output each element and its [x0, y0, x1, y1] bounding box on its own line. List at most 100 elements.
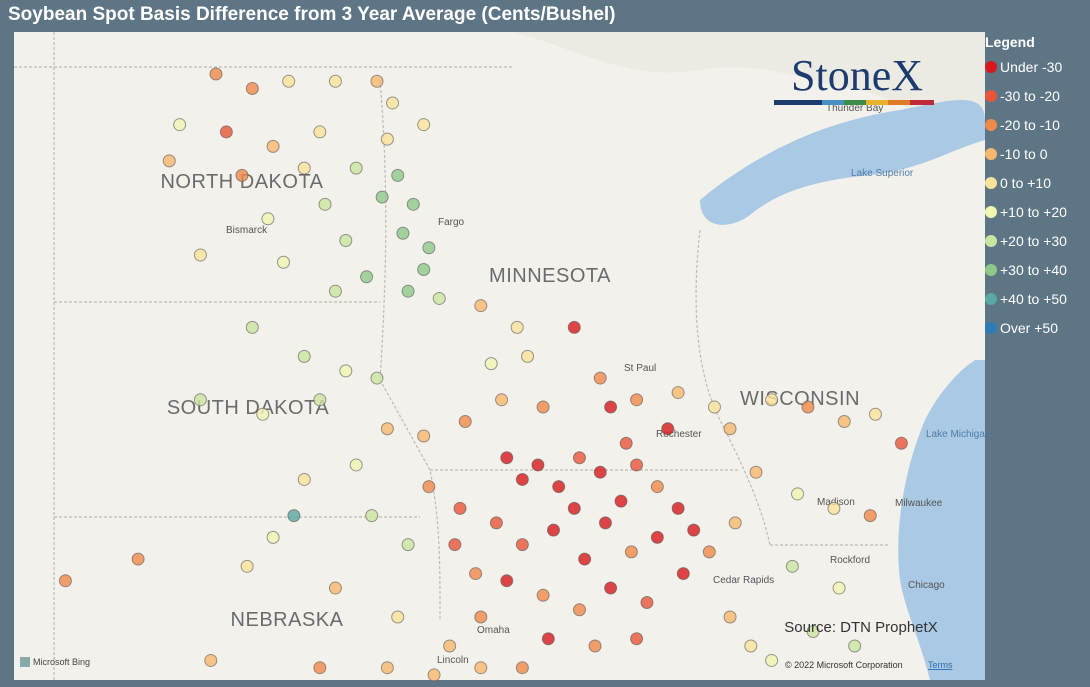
point: [318, 197, 332, 211]
point: [630, 458, 644, 472]
point: [396, 226, 410, 240]
point: [521, 349, 535, 363]
point: [313, 661, 327, 675]
legend: Under -30 -30 to -20 -20 to -10 -10 to 0 0 t…: [985, 59, 1067, 336]
point: [297, 349, 311, 363]
legend-marker: [985, 322, 997, 334]
point: [287, 509, 301, 523]
map: NORTH DAKOTA MINNESOTA SOUTH DAKOTA WISC…: [14, 32, 990, 682]
point: [837, 415, 851, 429]
point: [640, 596, 654, 610]
legend-label: Over +50: [1000, 320, 1058, 336]
point: [131, 552, 145, 566]
point: [650, 530, 664, 544]
terms-link[interactable]: Terms: [928, 660, 953, 670]
state-label: MINNESOTA: [489, 265, 611, 287]
point: [624, 545, 638, 559]
point: [453, 501, 467, 515]
legend-title: Legend: [985, 34, 1035, 50]
point: [661, 422, 675, 436]
point: [375, 190, 389, 204]
point: [671, 501, 685, 515]
point: [297, 472, 311, 486]
point: [863, 509, 877, 523]
point: [328, 581, 342, 595]
point: [702, 545, 716, 559]
point: [495, 393, 509, 407]
point: [313, 393, 327, 407]
point: [162, 154, 176, 168]
point: [536, 400, 550, 414]
point: [489, 516, 503, 530]
point: [868, 407, 882, 421]
point: [282, 74, 296, 88]
point: [630, 632, 644, 646]
title: Soybean Spot Basis Difference from 3 Yea…: [8, 4, 616, 25]
point: [785, 559, 799, 573]
source: Source: DTN ProphetX: [784, 619, 937, 636]
point: [458, 415, 472, 429]
point: [417, 429, 431, 443]
point: [572, 603, 586, 617]
point: [422, 241, 436, 255]
state-label: WISCONSIN: [740, 388, 860, 410]
point: [219, 125, 233, 139]
point: [598, 516, 612, 530]
point: [266, 139, 280, 153]
point: [365, 509, 379, 523]
point: [723, 610, 737, 624]
state-label: SOUTH DAKOTA: [167, 397, 329, 419]
point: [650, 480, 664, 494]
legend-label: +10 to +20: [1000, 204, 1067, 220]
point: [401, 538, 415, 552]
point: [728, 516, 742, 530]
city-label: Cedar Rapids: [713, 575, 774, 586]
point: [474, 661, 488, 675]
legend-label: +20 to +30: [1000, 233, 1067, 249]
legend-label: +40 to +50: [1000, 291, 1067, 307]
city-label: Bismarck: [226, 225, 268, 236]
point: [391, 610, 405, 624]
point: [443, 639, 457, 653]
point: [448, 538, 462, 552]
point: [349, 458, 363, 472]
point: [848, 639, 862, 653]
legend-label: +30 to +40: [1000, 262, 1067, 278]
point: [193, 248, 207, 262]
point: [380, 422, 394, 436]
point: [193, 393, 207, 407]
point: [500, 451, 514, 465]
legend-marker: [985, 264, 997, 276]
copyright: © 2022 Microsoft Corporation: [785, 660, 903, 670]
point: [386, 96, 400, 110]
point: [313, 125, 327, 139]
point: [339, 364, 353, 378]
legend-marker: [985, 177, 997, 189]
point: [572, 451, 586, 465]
lake-label: Lake Michigan: [926, 429, 990, 440]
point: [588, 639, 602, 653]
point: [510, 320, 524, 334]
point: [370, 74, 384, 88]
legend-marker: [985, 61, 997, 73]
lake-superior: [700, 100, 985, 225]
point: [567, 501, 581, 515]
point: [469, 567, 483, 581]
point: [417, 118, 431, 132]
point: [245, 320, 259, 334]
point: [401, 284, 415, 298]
city-label: Rochester: [656, 429, 702, 440]
point: [749, 465, 763, 479]
point: [671, 386, 685, 400]
point: [676, 567, 690, 581]
city-label: Rockford: [830, 555, 870, 566]
point: [614, 494, 628, 508]
legend-marker: [985, 206, 997, 218]
point: [209, 67, 223, 81]
state-label: NEBRASKA: [231, 609, 344, 631]
point: [832, 581, 846, 595]
point: [173, 118, 187, 132]
point: [380, 661, 394, 675]
legend-marker: [985, 119, 997, 131]
point: [240, 559, 254, 573]
